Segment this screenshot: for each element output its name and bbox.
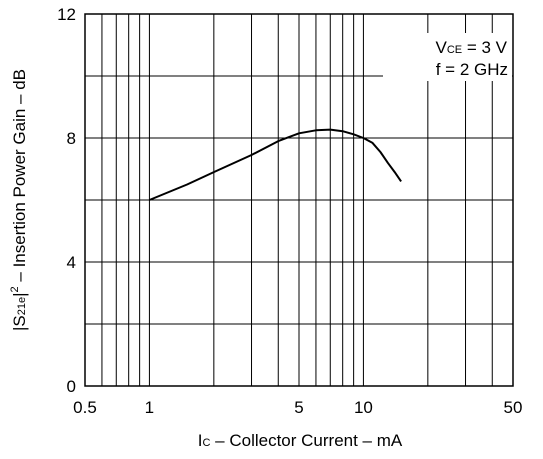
y-tick-label: 4: [67, 253, 76, 272]
series-line: [149, 128, 402, 201]
series-line-group: [149, 128, 402, 201]
y-tick-label: 0: [67, 377, 76, 396]
x-tick-label: 5: [294, 398, 303, 417]
y-tick-label: 12: [57, 5, 76, 24]
x-axis-label: IC – Collector Current – mA: [198, 431, 403, 450]
x-tick-label: 0.5: [73, 398, 97, 417]
x-tick-label: 10: [354, 398, 373, 417]
annotation-box: [383, 33, 512, 81]
plot-frame: [84, 13, 514, 387]
x-tick-label: 50: [504, 398, 523, 417]
annotation-line-1: VCE = 3 V: [435, 38, 507, 57]
tick-labels: 0.5 1 5 10 50 0 4 8 12: [57, 5, 522, 417]
x-tick-label: 1: [145, 398, 154, 417]
annotation-line-2: f = 2 GHz: [436, 60, 508, 79]
y-tick-label: 8: [67, 129, 76, 148]
y-axis-label: |S21e|2 – Insertion Power Gain – dB: [9, 69, 29, 331]
